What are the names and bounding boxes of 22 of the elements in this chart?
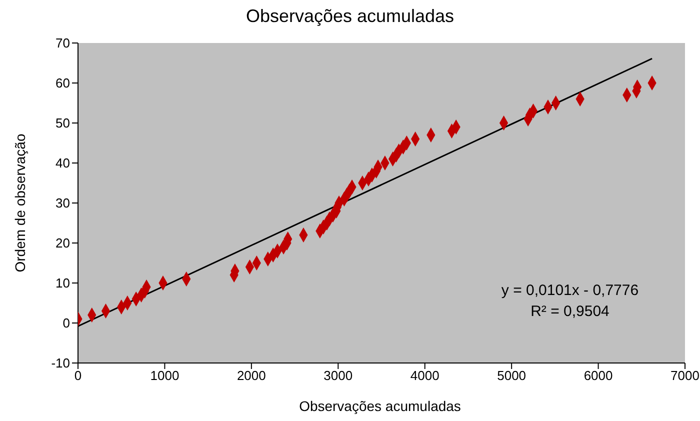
y-tick-label: 70: [56, 36, 70, 51]
y-tick-label: 10: [56, 276, 70, 291]
x-tick-label: 4000: [410, 368, 440, 384]
x-tick-label: 7000: [670, 368, 700, 384]
x-tick-label: 2000: [236, 368, 266, 384]
y-tick-label: 0: [62, 316, 70, 331]
y-tick-label: 60: [56, 76, 70, 91]
x-tick-label: 3000: [324, 368, 353, 384]
x-tick-label: 0: [74, 368, 82, 384]
x-axis-title: Observações acumuladas: [298, 398, 462, 414]
annotation: y = 0,0101x - 0,7776: [500, 281, 640, 301]
x-tick-label: 5000: [497, 368, 526, 384]
y-tick-label: 40: [56, 156, 70, 171]
y-tick-label: 30: [56, 196, 70, 211]
x-tick-label: 6000: [584, 368, 613, 384]
y-tick-label: 50: [56, 116, 70, 131]
chart-title: Observações acumuladas: [244, 6, 456, 27]
annotation: R² = 0,9504: [530, 302, 610, 322]
y-tick-label: 20: [56, 236, 70, 251]
x-tick-label: 1000: [150, 368, 180, 384]
y-axis-title: Ordem de observação: [12, 134, 28, 272]
y-tick-label: -10: [51, 356, 70, 371]
